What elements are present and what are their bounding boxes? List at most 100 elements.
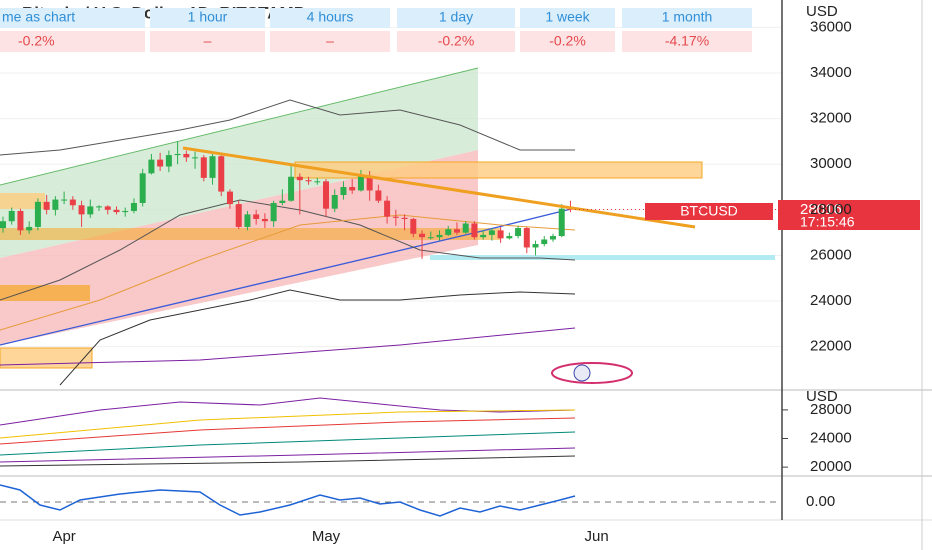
candle-body [279, 200, 286, 203]
event-icon[interactable] [551, 362, 633, 384]
y-tick-label: 0.00 [806, 493, 835, 510]
y-tick-label: 30000 [810, 155, 852, 172]
candle-body [314, 181, 321, 183]
candle-body [43, 201, 50, 210]
change-cell [622, 31, 752, 52]
period-label: 1 hour [188, 9, 228, 25]
ma-line [0, 214, 576, 331]
x-tick-label: Apr [52, 528, 75, 545]
indicator-line [59, 289, 576, 386]
candle-body [17, 210, 24, 231]
zone [294, 161, 703, 179]
candle-body [96, 206, 103, 208]
candle-body [497, 230, 504, 239]
band-line [0, 99, 575, 156]
indicator-line [0, 327, 576, 366]
candle-body [87, 206, 94, 215]
candle-body [157, 159, 164, 167]
period-cell [397, 8, 515, 28]
candle-body [183, 153, 190, 158]
candle-body [392, 216, 399, 218]
candle-body [401, 217, 408, 219]
candle-body [148, 159, 155, 174]
performance-table: me as chart -0.2% 1 hour – 4 hours – 1 day -0.2… [0, 8, 752, 52]
candle-body [244, 214, 251, 227]
indicator-line [0, 409, 576, 439]
candle-body [104, 206, 111, 210]
period-label: 1 month [662, 9, 713, 25]
y-tick-label: 20000 [810, 458, 852, 475]
period-cell [622, 8, 752, 28]
candle-body [270, 202, 277, 222]
candle-body [541, 239, 548, 245]
candle-body [113, 209, 120, 213]
candle-body [462, 223, 469, 233]
candle-body [261, 218, 268, 222]
candle-body [61, 199, 68, 201]
change-value: -0.2% [18, 33, 55, 49]
zone [0, 285, 90, 301]
x-tick-label: May [312, 528, 341, 545]
candle-body [165, 155, 172, 167]
y-tick-label: 32000 [810, 110, 852, 127]
candle-body [471, 223, 478, 238]
y-tick-label: 22000 [810, 338, 852, 355]
candle-body [139, 173, 146, 203]
x-tick-label: Jun [585, 528, 609, 545]
candle-body [200, 157, 207, 178]
currency-label: USD [806, 388, 838, 405]
period-label: 4 hours [307, 9, 354, 25]
candle-body [0, 221, 6, 229]
candle-body [226, 191, 233, 205]
candle-body [122, 210, 129, 213]
indicator-line [0, 417, 576, 445]
candle-body [445, 229, 452, 235]
period-cell [150, 8, 265, 28]
countdown: 17:15:46 [800, 214, 855, 230]
change-cell [520, 31, 615, 52]
candles [0, 141, 574, 259]
candle-body [506, 236, 513, 239]
price-badge [778, 200, 920, 230]
candle-body [375, 190, 382, 201]
y-tick-label: 34000 [810, 64, 852, 81]
change-value: -0.2% [549, 33, 586, 49]
candle-body [480, 234, 487, 238]
y-tick-label: 28000 [810, 201, 852, 218]
candle-body [349, 187, 356, 191]
candle-body [174, 153, 181, 156]
candle-body [384, 200, 391, 217]
period-cell [0, 8, 145, 28]
candle-body [427, 237, 434, 239]
trend-line [0, 207, 576, 346]
candle-body [523, 228, 530, 248]
change-value: – [204, 33, 212, 49]
y-tick-label: 24000 [810, 292, 852, 309]
candle-body [419, 233, 426, 238]
period-label: 1 day [439, 9, 473, 25]
candle-body [366, 175, 373, 191]
channel-upper [0, 68, 478, 258]
candle-body [78, 205, 85, 215]
change-cell [0, 31, 145, 52]
candle-body [192, 157, 199, 159]
change-value: -4.17% [665, 33, 709, 49]
candle-body [453, 229, 460, 233]
channel-line [0, 67, 479, 186]
period-cell [270, 8, 390, 28]
indicator-line [0, 455, 576, 467]
resistance-line [182, 146, 696, 229]
period-label: 1 week [545, 9, 590, 25]
zone [0, 193, 45, 209]
indicator-line [0, 431, 576, 456]
candle-body [357, 175, 364, 191]
candle-body [218, 156, 225, 192]
flag-icon[interactable] [573, 364, 591, 382]
candle-body [288, 176, 295, 201]
candle-body [515, 228, 522, 237]
candle-body [436, 234, 443, 238]
candle-body [549, 236, 556, 240]
candle-body [305, 180, 312, 182]
